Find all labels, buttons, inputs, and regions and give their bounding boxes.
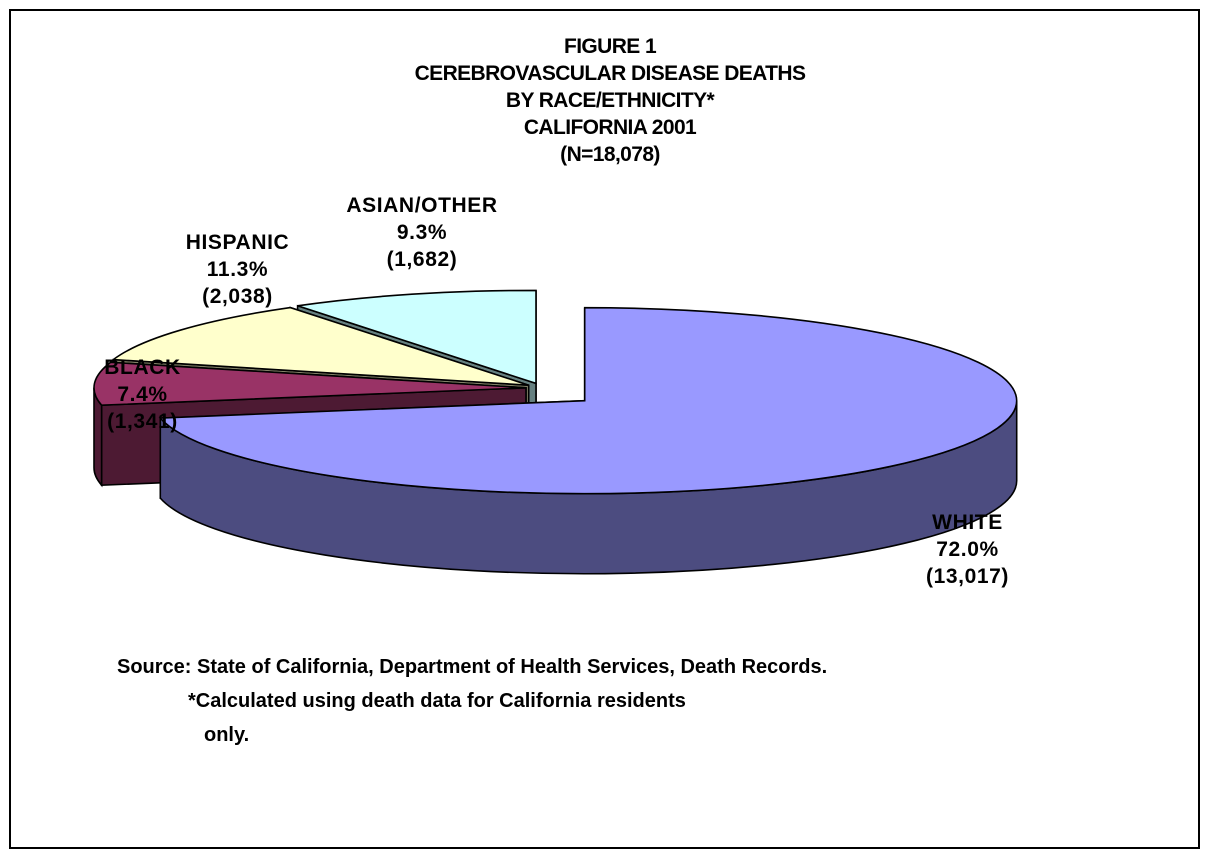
footnote-line-1: *Calculated using death data for Califor…	[188, 690, 686, 712]
slice-black	[93, 361, 527, 407]
slice-label-count: (2,038)	[202, 284, 273, 308]
slice-label-count: (1,341)	[107, 409, 178, 433]
slice-label-name: WHITE	[932, 511, 1003, 534]
footnote-line-2: only.	[204, 724, 250, 746]
slice-label-hispanic: HISPANIC 11.3% (2,038)	[150, 230, 325, 311]
chart-title: FIGURE 1 CEREBROVASCULAR DISEASE DEATHS …	[340, 34, 880, 168]
slice-label-percent: 9.3%	[396, 220, 448, 244]
slice-label-count: (1,682)	[386, 247, 458, 271]
slice-label-percent: 7.4%	[117, 382, 168, 406]
title-line-5: (N=18,078)	[560, 142, 660, 166]
slice-label-black: BLACK 7.4% (1,341)	[70, 355, 215, 436]
slice-label-percent: 11.3%	[206, 257, 269, 281]
source-note: Source: State of California, Department …	[117, 656, 828, 678]
slice-label-asian-other: ASIAN/OTHER 9.3% (1,682)	[322, 193, 522, 274]
slice-hispanic	[111, 306, 529, 386]
title-line-3: BY RACE/ETHNICITY*	[505, 88, 715, 112]
slice-label-count: (13,017)	[925, 564, 1010, 588]
slice-label-percent: 72.0%	[936, 537, 999, 561]
pie-chart	[93, 289, 1018, 575]
title-line-2: CEREBROVASCULAR DISEASE DEATHS	[414, 61, 806, 85]
slice-label-name: ASIAN/OTHER	[346, 194, 498, 217]
slice-label-name: HISPANIC	[185, 231, 290, 254]
title-line-4: CALIFORNIA 2001	[523, 115, 697, 139]
slice-label-white: WHITE 72.0% (13,017)	[890, 510, 1045, 591]
slice-white	[158, 306, 1018, 495]
slice-asian-other	[297, 289, 537, 385]
slice-label-name: BLACK	[104, 356, 181, 379]
title-line-1: FIGURE 1	[563, 35, 657, 58]
